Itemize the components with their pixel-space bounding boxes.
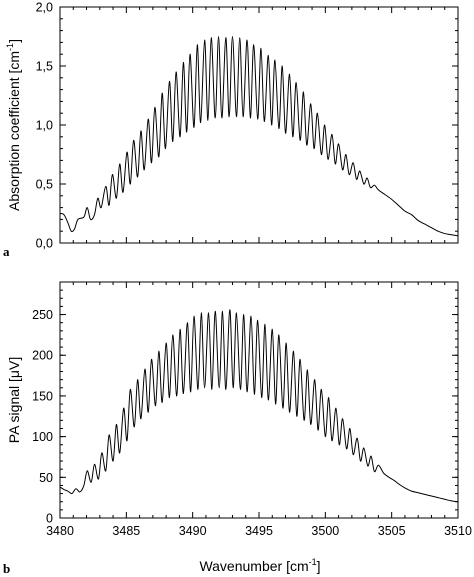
panel-b: 0 50 100 150 200 250 3480 3485 3490 3495 3500 3505… bbox=[3, 281, 472, 576]
plot-frame-a bbox=[59, 6, 459, 244]
series-line-a bbox=[59, 35, 459, 237]
y-tick-label-a-2: 1,0 bbox=[36, 119, 53, 133]
y-tick-label-b-2: 100 bbox=[32, 430, 53, 444]
y-tick-labels-b: 0 50 100 150 200 250 bbox=[32, 308, 53, 525]
x-axis-title-b-close: ] bbox=[317, 558, 321, 574]
plot-frame-b bbox=[59, 281, 459, 519]
x-tick-label-b-3: 3495 bbox=[245, 524, 273, 538]
x-tick-label-b-2: 3490 bbox=[179, 524, 207, 538]
x-axis-title-b-text: Wavenumber [cm bbox=[199, 558, 308, 574]
y-tick-label-b-1: 50 bbox=[39, 471, 53, 485]
y-tick-label-b-0: 0 bbox=[46, 512, 53, 526]
x-axis-title-b-sup: -1 bbox=[309, 557, 317, 567]
y-tick-label-b-3: 150 bbox=[32, 389, 53, 403]
x-axis-title-b: Wavenumber [cm-1] bbox=[199, 557, 320, 574]
y-tick-labels-a: 0,0 0,5 1,0 1,5 2,0 bbox=[36, 1, 53, 251]
x-tick-label-b-1: 3485 bbox=[112, 524, 140, 538]
y-tick-label-a-1: 0,5 bbox=[36, 178, 53, 192]
y-axis-title-a-text: Absorption coefficient [cm bbox=[6, 51, 22, 211]
y-axis-title-a: Absorption coefficient [cm-1] bbox=[5, 39, 22, 211]
y-tick-label-a-0: 0,0 bbox=[36, 237, 53, 251]
panel-letter-b: b bbox=[3, 561, 10, 576]
tick-marks-a bbox=[59, 6, 459, 244]
y-tick-label-b-5: 250 bbox=[32, 308, 53, 322]
x-tick-label-b-0: 3480 bbox=[46, 524, 74, 538]
x-tick-label-b-4: 3500 bbox=[311, 524, 339, 538]
x-tick-label-b-6: 3510 bbox=[444, 524, 472, 538]
y-axis-title-a-sup: -1 bbox=[5, 43, 15, 51]
tick-marks-b bbox=[59, 281, 459, 519]
series-line-b bbox=[59, 309, 459, 503]
y-tick-label-a-4: 2,0 bbox=[36, 1, 53, 15]
y-axis-title-a-close: ] bbox=[6, 39, 22, 43]
y-axis-title-b: PA signal [μV] bbox=[6, 357, 22, 443]
x-tick-label-b-5: 3505 bbox=[378, 524, 406, 538]
panel-letter-a: a bbox=[3, 244, 10, 259]
panel-a: 0,0 0,5 1,0 1,5 2,0 Absorption coefficient [… bbox=[3, 1, 459, 259]
x-tick-labels-b: 3480 3485 3490 3495 3500 3505 3510 bbox=[46, 524, 472, 538]
y-tick-label-b-4: 200 bbox=[32, 349, 53, 363]
y-tick-label-a-3: 1,5 bbox=[36, 60, 53, 74]
